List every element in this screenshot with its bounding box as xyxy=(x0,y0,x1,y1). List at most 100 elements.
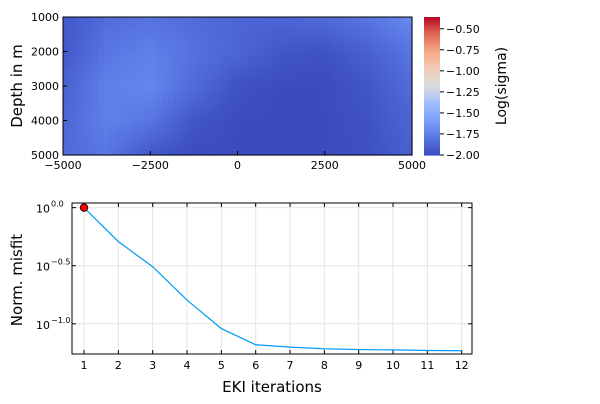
heatmap-cell xyxy=(249,34,256,41)
heatmap-cell xyxy=(249,97,256,104)
heatmap-cell xyxy=(190,103,198,110)
heatmap-cell xyxy=(348,45,355,53)
heatmap-cell xyxy=(144,86,151,93)
heatmap-cell xyxy=(202,51,210,58)
heatmap-cell xyxy=(156,74,163,81)
heatmap-cell xyxy=(388,57,396,64)
heatmap-cell xyxy=(68,57,76,64)
heatmap-cell xyxy=(406,91,413,99)
heatmap-cell xyxy=(68,109,76,116)
heatmap-cell xyxy=(307,126,314,133)
heatmap-cell xyxy=(272,132,279,139)
heatmap-cell xyxy=(394,120,401,127)
colorbar-cell xyxy=(424,130,440,134)
heatmap-cell xyxy=(237,51,244,58)
heatmap-cell xyxy=(359,34,367,41)
heatmap-cell xyxy=(365,120,372,127)
heatmap-cell xyxy=(249,63,256,70)
heatmap-cell xyxy=(307,45,314,53)
heatmap-cell xyxy=(68,45,76,53)
heatmap-cell xyxy=(231,143,239,150)
colorbar-cell xyxy=(424,54,440,58)
heatmap-xtick-label: −2500 xyxy=(132,159,169,172)
heatmap-cell xyxy=(365,103,372,110)
heatmap-cell xyxy=(80,114,87,122)
heatmap-cell xyxy=(68,80,76,87)
heatmap-cell xyxy=(266,51,273,58)
heatmap-cell xyxy=(400,137,407,145)
heatmap-cell xyxy=(249,114,256,122)
heatmap-cell xyxy=(190,28,198,35)
heatmap-cell xyxy=(318,114,326,122)
heatmap-cell xyxy=(353,74,361,81)
heatmap-cell xyxy=(278,120,285,127)
heatmap-cell xyxy=(243,68,250,76)
heatmap-cell xyxy=(249,137,256,145)
heatmap-cell xyxy=(348,86,355,93)
heatmap-cell xyxy=(237,63,244,70)
heatmap-cell xyxy=(284,97,291,104)
heatmap-cell xyxy=(254,74,262,81)
heatmap-cell xyxy=(185,45,192,53)
heatmap-cell xyxy=(249,143,256,150)
heatmap-cell xyxy=(214,103,221,110)
heatmap-cell xyxy=(138,86,146,93)
heatmap-cell xyxy=(179,149,186,156)
heatmap-cell xyxy=(80,103,87,110)
heatmap-cell xyxy=(318,132,326,139)
heatmap-cell xyxy=(214,51,221,58)
heatmap-cell xyxy=(359,97,367,104)
heatmap-cell xyxy=(179,91,186,99)
heatmap-cell xyxy=(295,17,303,24)
heatmap-cell xyxy=(161,63,169,70)
heatmap-cell xyxy=(254,57,262,64)
heatmap-cell xyxy=(318,97,326,104)
heatmap-cell xyxy=(313,80,320,87)
heatmap-cell xyxy=(179,51,186,58)
heatmap-cell xyxy=(371,137,378,145)
heatmap-cell xyxy=(150,114,157,122)
heatmap-cell xyxy=(406,45,413,53)
heatmap-cell xyxy=(103,97,111,104)
heatmap-cell xyxy=(382,137,390,145)
heatmap-cell xyxy=(353,68,361,76)
heatmap-cell xyxy=(161,17,169,24)
colorbar-cell xyxy=(424,115,440,118)
heatmap-cell xyxy=(307,28,314,35)
colorbar-cell xyxy=(424,136,440,139)
heatmap-ytick-label: 5000 xyxy=(31,149,59,162)
heatmap-cell xyxy=(190,63,198,70)
heatmap-cell xyxy=(342,109,349,116)
heatmap-cell xyxy=(196,120,204,127)
heatmap-cell xyxy=(185,120,192,127)
heatmap-cell xyxy=(295,137,303,145)
heatmap-cell xyxy=(382,17,390,24)
heatmap-cell xyxy=(348,149,355,156)
heatmap-cell xyxy=(202,17,210,24)
colorbar-cell xyxy=(424,68,440,72)
heatmap-cell xyxy=(295,143,303,150)
heatmap-cell xyxy=(365,57,372,64)
heatmap-cell xyxy=(237,68,244,76)
heatmap-cell xyxy=(74,86,82,93)
heatmap-cell xyxy=(132,149,140,156)
heatmap-cell xyxy=(284,80,291,87)
heatmap-cell xyxy=(313,34,320,41)
heatmap-cell xyxy=(214,17,221,24)
heatmap-cell xyxy=(92,137,99,145)
heatmap-cell xyxy=(388,149,396,156)
heatmap-cell xyxy=(388,74,396,81)
heatmap-cell xyxy=(109,120,116,127)
heatmap-cell xyxy=(348,22,355,30)
heatmap-cell xyxy=(220,97,227,104)
heatmap-cell xyxy=(74,40,82,47)
heatmap-cell xyxy=(237,34,244,41)
heatmap-cell xyxy=(330,17,337,24)
heatmap-cell xyxy=(214,97,221,104)
heatmap-cell xyxy=(202,120,210,127)
heatmap-cell xyxy=(150,51,157,58)
heatmap-cell xyxy=(74,45,82,53)
heatmap-cell xyxy=(307,103,314,110)
heatmap-cell xyxy=(377,45,384,53)
heatmap-cell xyxy=(220,68,227,76)
